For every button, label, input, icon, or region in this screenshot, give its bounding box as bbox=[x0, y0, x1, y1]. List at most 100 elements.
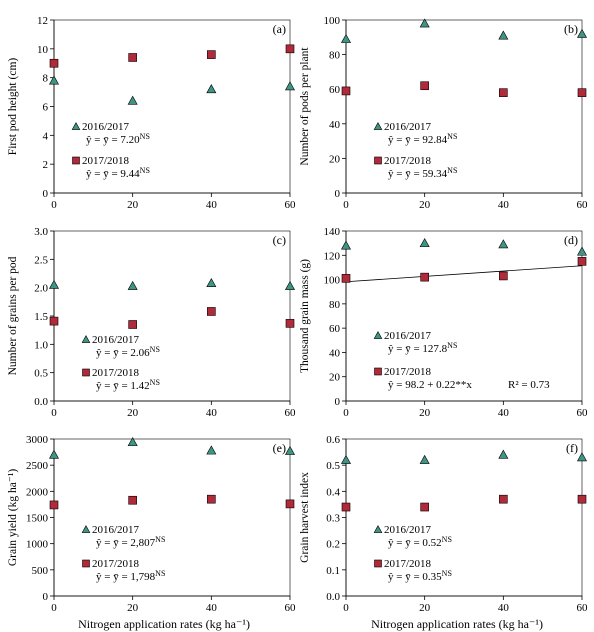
legend-square-icon bbox=[374, 559, 382, 568]
legend-triangle-icon bbox=[373, 331, 383, 339]
y-tick-label: 0.3 bbox=[326, 513, 340, 525]
x-tick-label: 60 bbox=[577, 407, 589, 419]
data-point-square bbox=[499, 271, 508, 281]
series-equation: ŷ = ȳ = 1.42NS bbox=[96, 378, 160, 392]
regression-line bbox=[345, 265, 583, 283]
legend-square-icon bbox=[72, 156, 80, 165]
panel-d: 0 20 40 60 80 100 120 140 0 20 40 60 Thousand grain … bbox=[299, 226, 588, 419]
data-point-triangle bbox=[284, 445, 296, 455]
x-tick-label: 40 bbox=[498, 199, 510, 211]
x-tick-label: 20 bbox=[419, 407, 431, 419]
y-tick-label: 6 bbox=[43, 102, 49, 114]
data-point-triangle bbox=[419, 238, 430, 248]
panel-e: 0 500 1000 1500 2000 2500 3000 0 20 40 60 Grain yie… bbox=[7, 434, 296, 614]
x-tick-label: 20 bbox=[127, 199, 139, 211]
y-tick-label: 60 bbox=[329, 323, 341, 335]
x-tick-label: 40 bbox=[206, 199, 218, 211]
series-equation: ŷ = ȳ = 0.35NS bbox=[388, 569, 452, 583]
x-tick-label: 0 bbox=[343, 199, 349, 211]
data-point-triangle bbox=[48, 75, 60, 85]
data-point-triangle bbox=[419, 18, 430, 28]
data-point-triangle bbox=[576, 28, 588, 38]
data-point-triangle bbox=[576, 246, 588, 256]
y-tick-label: 120 bbox=[324, 250, 341, 262]
series-equation: ŷ = ȳ = 0.52NS bbox=[388, 535, 452, 549]
x-tick-label: 20 bbox=[419, 602, 431, 614]
y-tick-label: 1500 bbox=[26, 513, 49, 525]
x-tick-label: 0 bbox=[51, 602, 57, 614]
data-point-square bbox=[577, 88, 587, 97]
y-tick-label: 500 bbox=[32, 565, 49, 577]
y-tick-label: 0.0 bbox=[326, 591, 340, 603]
r-squared: R² = 0.73 bbox=[508, 379, 550, 391]
panel-f: 0.0 0.1 0.2 0.3 0.4 0.5 0.6 0 20 40 60 Grain harves… bbox=[299, 434, 588, 614]
x-axis-label-right: Nitrogen application rates (kg ha⁻¹) bbox=[371, 617, 543, 631]
legend-series-name: 2017/2018 bbox=[92, 558, 140, 570]
panel-label: (a) bbox=[273, 22, 286, 36]
data-point-triangle bbox=[498, 449, 509, 459]
x-tick-label: 60 bbox=[285, 199, 297, 211]
data-point-triangle bbox=[206, 84, 217, 94]
data-point-square bbox=[285, 319, 295, 328]
legend-square-icon bbox=[82, 559, 90, 568]
legend-square-icon bbox=[374, 156, 382, 165]
x-tick-label: 60 bbox=[285, 602, 297, 614]
data-point-triangle bbox=[206, 445, 217, 455]
data-point-triangle bbox=[340, 454, 352, 464]
data-point-triangle bbox=[284, 280, 296, 290]
y-tick-label: 0.0 bbox=[34, 396, 48, 408]
y-tick-label: 20 bbox=[329, 372, 341, 384]
y-axis-label: Grain harvest index bbox=[299, 472, 311, 563]
data-point-square bbox=[285, 499, 295, 509]
legend-series-name: 2016/2017 bbox=[92, 334, 140, 346]
data-point-triangle bbox=[340, 33, 352, 43]
panel-label: (d) bbox=[564, 233, 578, 247]
y-tick-label: 0 bbox=[335, 188, 341, 200]
data-point-square bbox=[341, 86, 351, 96]
data-point-square bbox=[499, 494, 508, 504]
series-equation: ŷ = ȳ = 2,807NS bbox=[96, 535, 165, 549]
legend-square-icon bbox=[82, 368, 90, 377]
data-point-triangle bbox=[127, 280, 138, 290]
data-point-triangle bbox=[498, 30, 509, 40]
legend-series-name: 2016/2017 bbox=[384, 524, 432, 536]
y-tick-label: 80 bbox=[329, 299, 341, 311]
y-tick-label: 0.2 bbox=[326, 539, 340, 551]
y-tick-label: 20 bbox=[329, 153, 341, 165]
y-tick-label: 8 bbox=[43, 73, 49, 85]
x-tick-label: 60 bbox=[577, 199, 589, 211]
legend-series-name: 2016/2017 bbox=[384, 330, 432, 342]
data-point-triangle bbox=[48, 449, 60, 459]
y-axis-label: Number of grains per pod bbox=[7, 256, 19, 375]
data-point-square bbox=[128, 53, 137, 62]
x-tick-label: 20 bbox=[127, 602, 139, 614]
y-tick-label: 0 bbox=[43, 188, 49, 200]
series-equation: ŷ = ȳ = 1,798NS bbox=[96, 569, 165, 583]
series-equation: ŷ = ȳ = 59.34NS bbox=[388, 166, 457, 180]
series-equation: ŷ = ȳ = 7.20NS bbox=[86, 132, 150, 146]
y-tick-label: 140 bbox=[324, 226, 341, 238]
legend-series-name: 2017/2018 bbox=[82, 155, 130, 167]
series-equation: ŷ = ȳ = 2.06NS bbox=[96, 345, 160, 359]
y-axis-label: First pod height (cm) bbox=[7, 58, 19, 156]
y-tick-label: 2.5 bbox=[34, 254, 48, 266]
legend-series-name: 2017/2018 bbox=[384, 366, 432, 378]
data-point-triangle bbox=[284, 81, 296, 91]
data-point-triangle bbox=[419, 454, 430, 464]
plot-frame bbox=[345, 230, 583, 402]
panel-label: (f) bbox=[566, 441, 578, 455]
x-tick-label: 40 bbox=[206, 602, 218, 614]
data-point-square bbox=[420, 502, 429, 512]
y-tick-label: 0 bbox=[43, 591, 49, 603]
y-tick-label: 0.5 bbox=[34, 368, 48, 380]
y-tick-label: 10 bbox=[37, 44, 49, 56]
data-point-triangle bbox=[127, 437, 138, 447]
legend-square-icon bbox=[374, 367, 382, 376]
data-point-triangle bbox=[127, 95, 138, 105]
y-tick-label: 100 bbox=[324, 275, 341, 287]
panel-c: 0.0 0.5 1.0 1.5 2.0 2.5 3.0 0 20 40 60 Number of gr… bbox=[7, 226, 296, 419]
y-tick-label: 1.5 bbox=[34, 311, 48, 323]
legend-triangle-icon bbox=[373, 525, 383, 533]
y-tick-label: 60 bbox=[329, 84, 341, 96]
y-tick-label: 2500 bbox=[26, 460, 49, 472]
